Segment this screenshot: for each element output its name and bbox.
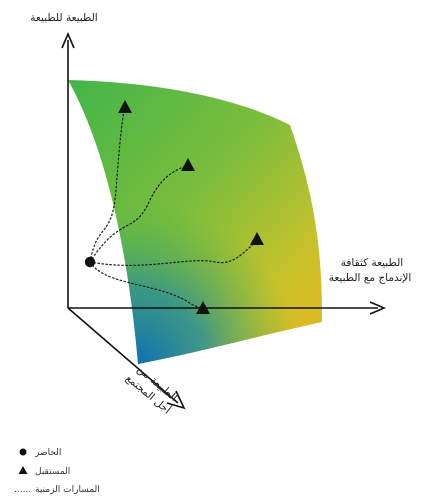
future-points: [118, 100, 264, 314]
time-pathways: [89, 109, 257, 309]
vertical-axis-label: الطبيعة للطبيعة: [30, 12, 97, 24]
legend-present-label: الحاضر: [34, 448, 61, 458]
pathway-3: [89, 241, 257, 266]
gradient-surface: [68, 80, 322, 364]
vertical-axis-arrow: [61, 31, 75, 49]
horizontal-axis-label-line1: الطبيعة كثقافة: [341, 257, 403, 269]
axes: [61, 31, 387, 410]
diagonal-axis: [67, 307, 179, 404]
horizontal-axis-arrow: [369, 301, 387, 315]
legend-pathways-marker: ......: [14, 485, 31, 495]
future-point-4: [196, 301, 210, 314]
legend-pathways-label: المسارات الزمنية: [35, 485, 100, 495]
legend-future-label: المستقبل: [35, 467, 70, 477]
future-point-1: [118, 100, 132, 113]
legend-present-icon: [19, 448, 27, 456]
legend-future-icon: [18, 466, 28, 474]
pathway-1: [89, 109, 125, 263]
present-point: [84, 256, 96, 268]
diagonal-axis-arrow: [166, 390, 186, 410]
legend: الحاضر المستقبل ...... المسارات الزمنية: [14, 448, 100, 495]
pathway-2: [89, 165, 187, 263]
pathway-4: [89, 261, 203, 309]
future-point-3: [250, 232, 264, 245]
horizontal-axis-label-line2: الإندماج مع الطبيعة: [329, 272, 412, 284]
future-point-2: [181, 158, 195, 171]
